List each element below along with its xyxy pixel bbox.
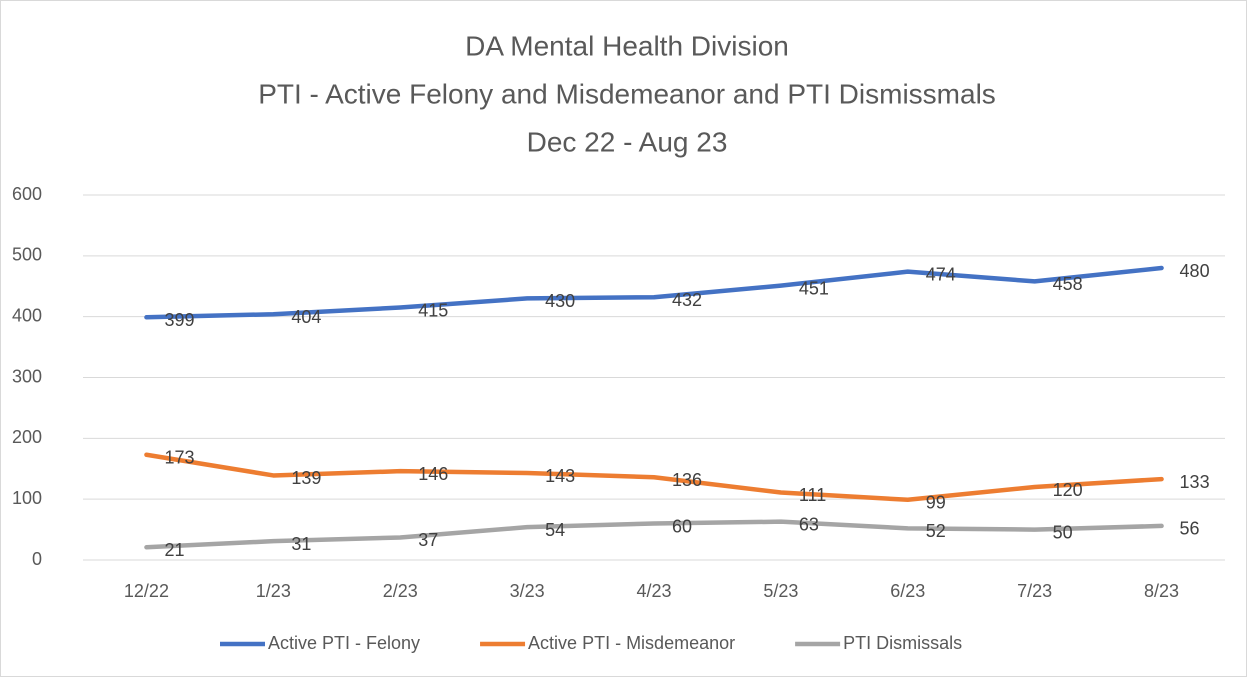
data-label: 399 [164, 310, 194, 330]
y-tick-label: 400 [12, 305, 42, 325]
data-label: 143 [545, 466, 575, 486]
data-label: 133 [1180, 472, 1210, 492]
data-label: 173 [164, 448, 194, 468]
data-label: 430 [545, 291, 575, 311]
data-label: 60 [672, 516, 692, 536]
y-tick-label: 300 [12, 366, 42, 386]
series-line [144, 452, 1164, 503]
x-tick-label: 3/23 [510, 581, 545, 601]
x-tick-label: 7/23 [1017, 581, 1052, 601]
x-tick-label: 2/23 [383, 581, 418, 601]
data-label: 31 [291, 534, 311, 554]
legend-label: PTI Dismissals [843, 633, 962, 653]
data-label: 480 [1180, 261, 1210, 281]
data-label: 21 [164, 540, 184, 560]
x-tick-label: 8/23 [1144, 581, 1179, 601]
data-label: 63 [799, 514, 819, 534]
data-label: 415 [418, 300, 448, 320]
chart-title: Dec 22 - Aug 23 [527, 126, 728, 157]
data-label: 50 [1053, 522, 1073, 542]
data-label: 136 [672, 470, 702, 490]
data-label: 54 [545, 520, 565, 540]
x-tick-label: 4/23 [636, 581, 671, 601]
x-tick-label: 1/23 [256, 581, 291, 601]
x-tick-label: 5/23 [763, 581, 798, 601]
x-tick-label: 12/22 [124, 581, 169, 601]
y-tick-label: 600 [12, 184, 42, 204]
data-label: 56 [1180, 519, 1200, 539]
y-tick-label: 500 [12, 245, 42, 265]
legend-label: Active PTI - Felony [268, 633, 420, 653]
data-label: 146 [418, 464, 448, 484]
legend-label: Active PTI - Misdemeanor [528, 633, 735, 653]
data-label: 99 [926, 493, 946, 513]
data-label: 120 [1053, 480, 1083, 500]
y-tick-label: 200 [12, 427, 42, 447]
data-label: 37 [418, 530, 438, 550]
y-tick-label: 0 [32, 549, 42, 569]
data-label: 451 [799, 278, 829, 298]
series-line [144, 265, 1164, 320]
chart-title: DA Mental Health Division [465, 30, 789, 61]
data-label: 432 [672, 290, 702, 310]
data-label: 111 [799, 485, 826, 505]
data-label: 474 [926, 264, 956, 284]
data-label: 52 [926, 521, 946, 541]
chart-title: PTI - Active Felony and Misdemeanor and … [258, 78, 996, 109]
series-line [144, 519, 1164, 550]
data-label: 458 [1053, 274, 1083, 294]
x-tick-label: 6/23 [890, 581, 925, 601]
data-label: 404 [291, 307, 321, 327]
data-label: 139 [291, 468, 321, 488]
y-tick-label: 100 [12, 488, 42, 508]
